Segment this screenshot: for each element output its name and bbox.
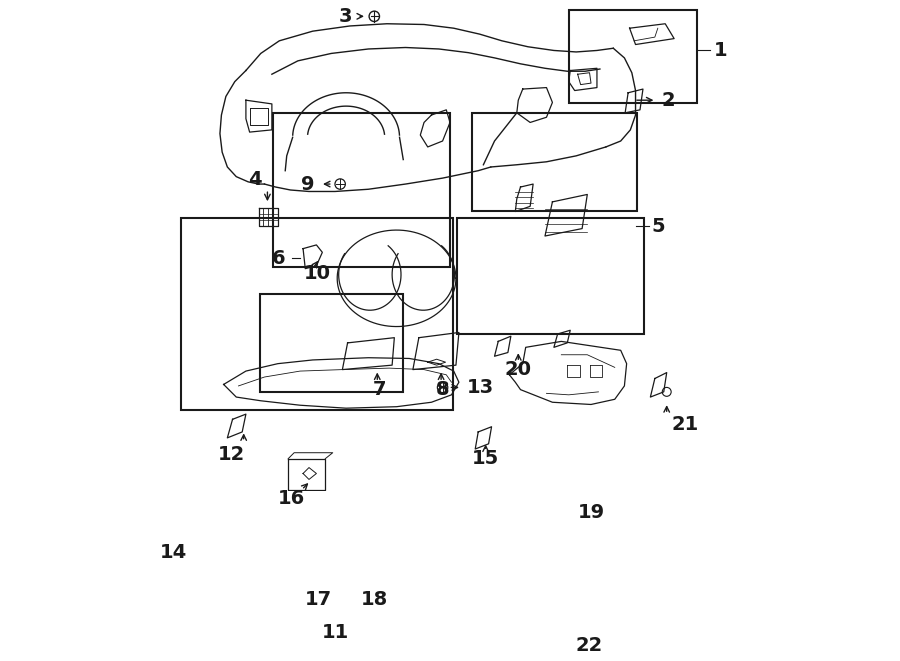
Text: 21: 21 <box>671 415 698 434</box>
Text: 2: 2 <box>662 91 675 110</box>
Text: 16: 16 <box>278 489 305 508</box>
Text: 20: 20 <box>504 360 531 379</box>
Text: 15: 15 <box>472 449 500 468</box>
Bar <box>456 218 644 334</box>
Bar <box>472 113 637 211</box>
Text: 8: 8 <box>436 380 449 399</box>
Text: 1: 1 <box>714 41 727 60</box>
Text: 19: 19 <box>578 502 605 522</box>
Text: 17: 17 <box>304 590 331 609</box>
Text: 12: 12 <box>218 445 245 464</box>
Text: 7: 7 <box>373 380 386 399</box>
Bar <box>569 10 698 103</box>
Text: 11: 11 <box>321 623 348 642</box>
Text: 5: 5 <box>652 217 665 236</box>
Text: 22: 22 <box>576 636 603 655</box>
Bar <box>182 218 454 410</box>
Bar <box>273 113 450 267</box>
Text: 14: 14 <box>160 543 187 563</box>
Text: 13: 13 <box>466 378 493 397</box>
Text: 6: 6 <box>272 249 285 268</box>
Text: 4: 4 <box>248 170 262 189</box>
Text: 3: 3 <box>338 7 352 26</box>
Text: 9: 9 <box>302 175 315 194</box>
Text: 18: 18 <box>361 590 388 609</box>
Bar <box>259 294 403 393</box>
Text: 10: 10 <box>304 264 331 283</box>
